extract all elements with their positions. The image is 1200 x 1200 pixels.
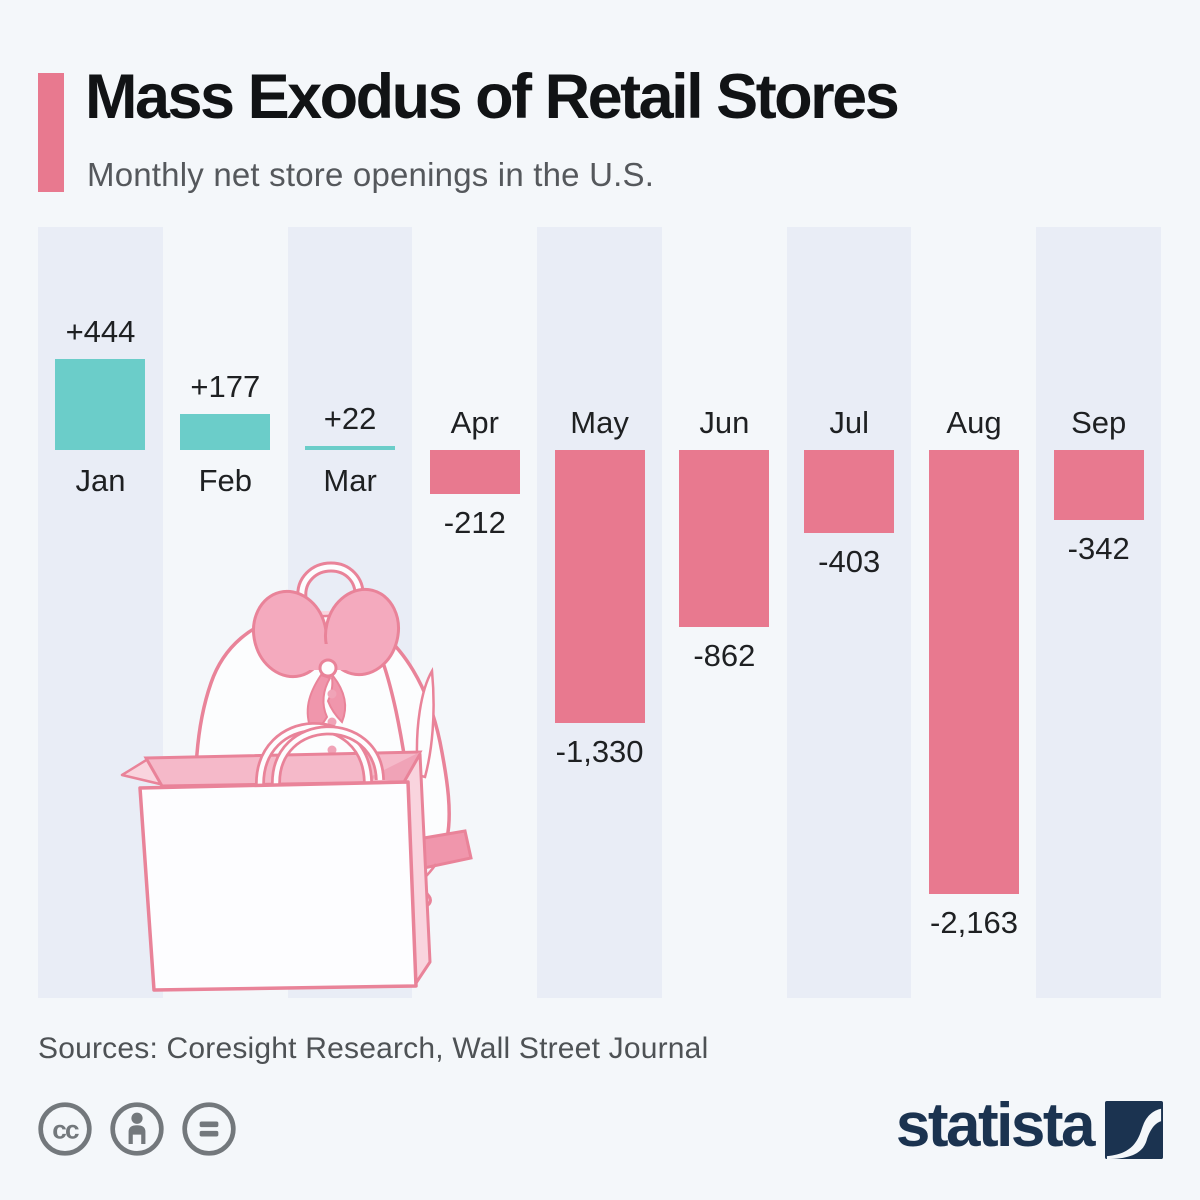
title-accent-bar	[38, 73, 64, 192]
bar-may	[554, 450, 645, 723]
value-label-mar: +22	[323, 400, 377, 436]
statista-logo-mark	[1105, 1101, 1163, 1159]
value-label-feb: +177	[190, 368, 261, 404]
value-label-jun: -862	[693, 638, 756, 673]
svg-text:cc: cc	[52, 1114, 79, 1144]
column-stripe-jul	[786, 227, 912, 998]
column-stripe-sep	[1036, 227, 1161, 998]
equal-icon	[182, 1102, 236, 1156]
bar-mar	[304, 445, 395, 450]
license-icons: cc	[36, 1100, 238, 1158]
sources-text: Sources: Coresight Research, Wall Street…	[38, 1032, 709, 1065]
month-label-sep: Sep	[1071, 405, 1127, 440]
value-label-aug: -2,163	[930, 905, 1018, 941]
bar-jun	[679, 450, 770, 627]
value-label-jan: +444	[65, 313, 136, 349]
month-label-feb: Feb	[198, 463, 252, 498]
bar-jul	[804, 450, 895, 533]
column-stripe-jan	[38, 227, 163, 998]
blouse-shopping-bag-illustration: $ $ $	[120, 561, 473, 992]
bar-feb	[180, 413, 271, 450]
attribution-icon	[110, 1102, 164, 1156]
month-label-jun: Jun	[699, 405, 750, 440]
page-subtitle: Monthly net store openings in the U.S.	[87, 156, 655, 193]
value-label-jul: -403	[818, 543, 881, 579]
statista-wordmark: statista	[895, 1091, 1096, 1160]
month-label-mar: Mar	[323, 463, 377, 498]
statista-logo: statista	[895, 1091, 1163, 1164]
value-label-may: -1,330	[555, 734, 644, 769]
bar-jan	[55, 358, 146, 450]
month-label-jan: Jan	[75, 463, 126, 498]
cc-icon: cc	[38, 1102, 92, 1156]
value-label-apr: -212	[443, 504, 506, 540]
bar-aug	[928, 450, 1019, 895]
shopping-bag-icon	[120, 722, 432, 992]
month-label-may: May	[570, 405, 629, 440]
page-title: Mass Exodus of Retail Stores	[85, 62, 900, 132]
bar-apr	[429, 450, 520, 494]
month-label-jul: Jul	[829, 405, 869, 440]
month-label-apr: Apr	[450, 405, 499, 440]
month-label-aug: Aug	[946, 405, 1002, 440]
bar-sep	[1053, 450, 1144, 521]
value-label-sep: -342	[1067, 531, 1130, 567]
